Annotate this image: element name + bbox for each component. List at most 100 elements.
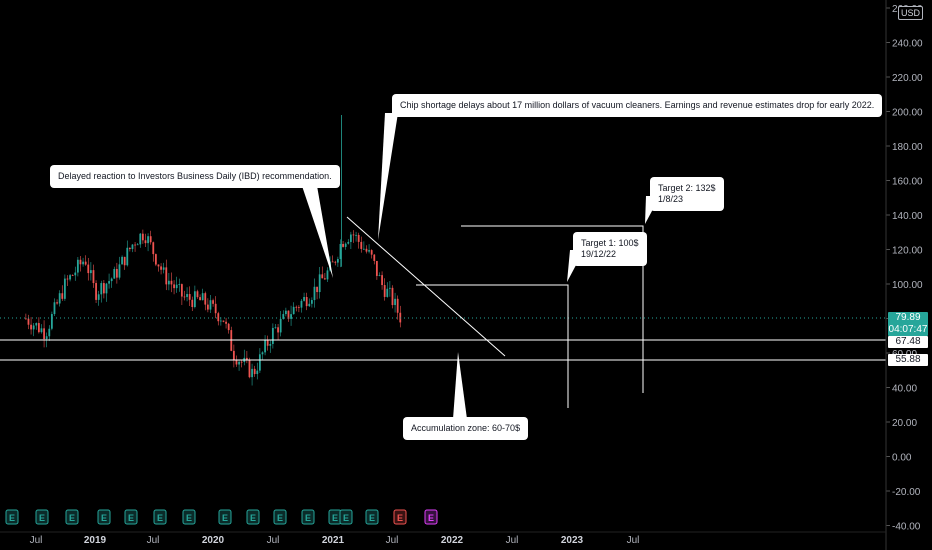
candle [248, 357, 251, 379]
candle [82, 257, 84, 267]
target2-path[interactable] [461, 225, 644, 393]
candle [201, 288, 204, 301]
candle [167, 272, 170, 291]
candle [394, 292, 396, 313]
earnings-marker[interactable]: E [218, 509, 232, 525]
candle [310, 297, 313, 308]
candle [261, 351, 264, 361]
candle [297, 305, 300, 313]
last-price-value: 79.89 [895, 312, 921, 323]
candle [100, 280, 103, 303]
earnings-marker[interactable]: E [182, 509, 196, 525]
candle [175, 276, 178, 293]
x-tick-label: Jul [386, 535, 399, 546]
candle [183, 290, 186, 301]
candle [391, 285, 394, 309]
x-tick-label: Jul [30, 535, 43, 546]
accumulation-callout[interactable]: Accumulation zone: 60-70$ [403, 417, 529, 440]
earnings-marker[interactable]: E [65, 509, 79, 525]
earnings-marker[interactable]: E [35, 509, 49, 525]
chip-callout[interactable]: Chip shortage delays about 17 million do… [392, 94, 883, 117]
earnings-marker[interactable]: E [124, 509, 138, 525]
candle [318, 267, 321, 299]
downtrend-line[interactable] [346, 216, 506, 357]
candle [378, 272, 381, 277]
candle [56, 299, 58, 305]
y-tick-label: 40.00 [892, 384, 917, 395]
earnings-marker[interactable]: E [328, 509, 342, 525]
candle [232, 344, 235, 368]
candle [147, 233, 149, 252]
candle [290, 305, 292, 326]
candle [305, 292, 308, 311]
svg-text:E: E [332, 513, 338, 523]
level-tag-lower: 55.88 [888, 354, 928, 366]
candle [300, 298, 303, 313]
y-tick-label: -20.00 [892, 487, 921, 498]
candle [162, 262, 165, 274]
candle [266, 335, 269, 351]
earnings-marker[interactable]: E [246, 509, 260, 525]
candle [71, 274, 74, 277]
candle [282, 310, 285, 320]
candle [240, 359, 243, 368]
candle [383, 278, 386, 301]
x-tick-label: 2023 [561, 535, 584, 546]
candle [108, 273, 110, 289]
x-axis[interactable]: Jul 2019 Jul 2020 Jul 2021 Jul 2022 Jul 2023 Jul [0, 531, 886, 546]
target1-callout[interactable]: Target 1: 100$ 19/12/22 [573, 232, 647, 266]
candle [196, 289, 199, 299]
candle [40, 324, 43, 334]
candle [61, 285, 64, 301]
candle [388, 280, 391, 297]
candle [360, 236, 363, 253]
earnings-marker[interactable]: E [5, 509, 19, 525]
earnings-marker[interactable]: E [365, 509, 379, 525]
candle [165, 259, 168, 291]
candle [253, 365, 256, 377]
x-tick-label: Jul [627, 535, 640, 546]
candle [396, 295, 399, 320]
candle [170, 272, 173, 293]
y-axis[interactable]: 260.00240.00220.00200.00180.00160.00140.… [885, 0, 923, 550]
earnings-marker[interactable]: E [153, 509, 167, 525]
candle [279, 310, 282, 337]
x-tick-label: 2019 [84, 535, 107, 546]
earnings-marker[interactable]: E [339, 509, 353, 525]
candle [136, 242, 139, 246]
candle [342, 240, 344, 248]
earnings-marker[interactable]: E [97, 509, 111, 525]
earnings-marker[interactable]: E [301, 509, 315, 525]
target1-path[interactable] [416, 284, 569, 408]
candle [399, 305, 402, 328]
candle [313, 278, 316, 308]
candle [222, 320, 225, 323]
ibd-callout[interactable]: Delayed reaction to Investors Business D… [50, 165, 340, 188]
x-tick-label: Jul [267, 535, 280, 546]
candle [204, 291, 207, 311]
x-tick-label: 2021 [322, 535, 345, 546]
earnings-marker[interactable]: E [424, 509, 438, 525]
svg-text:E: E [428, 513, 434, 523]
candle [355, 231, 357, 242]
svg-text:E: E [343, 513, 349, 523]
candle [344, 242, 347, 250]
candle [225, 317, 227, 329]
target2-callout[interactable]: Target 2: 132$ 1/8/23 [650, 177, 724, 211]
earnings-marker[interactable]: E [393, 509, 407, 525]
candle [316, 286, 318, 300]
candle [217, 311, 220, 326]
svg-text:E: E [157, 513, 163, 523]
accumulation-pointer [453, 352, 467, 419]
candle [144, 233, 147, 248]
svg-text:E: E [128, 513, 134, 523]
currency-label[interactable]: USD [898, 6, 924, 20]
candle [373, 254, 376, 265]
y-tick-label: 140.00 [892, 211, 923, 222]
y-tick-label: 0.00 [892, 453, 912, 464]
svg-text:E: E [69, 513, 75, 523]
earnings-marker[interactable]: E [273, 509, 287, 525]
candle [243, 349, 246, 366]
target2-label: Target 2: 132$ [658, 183, 716, 193]
